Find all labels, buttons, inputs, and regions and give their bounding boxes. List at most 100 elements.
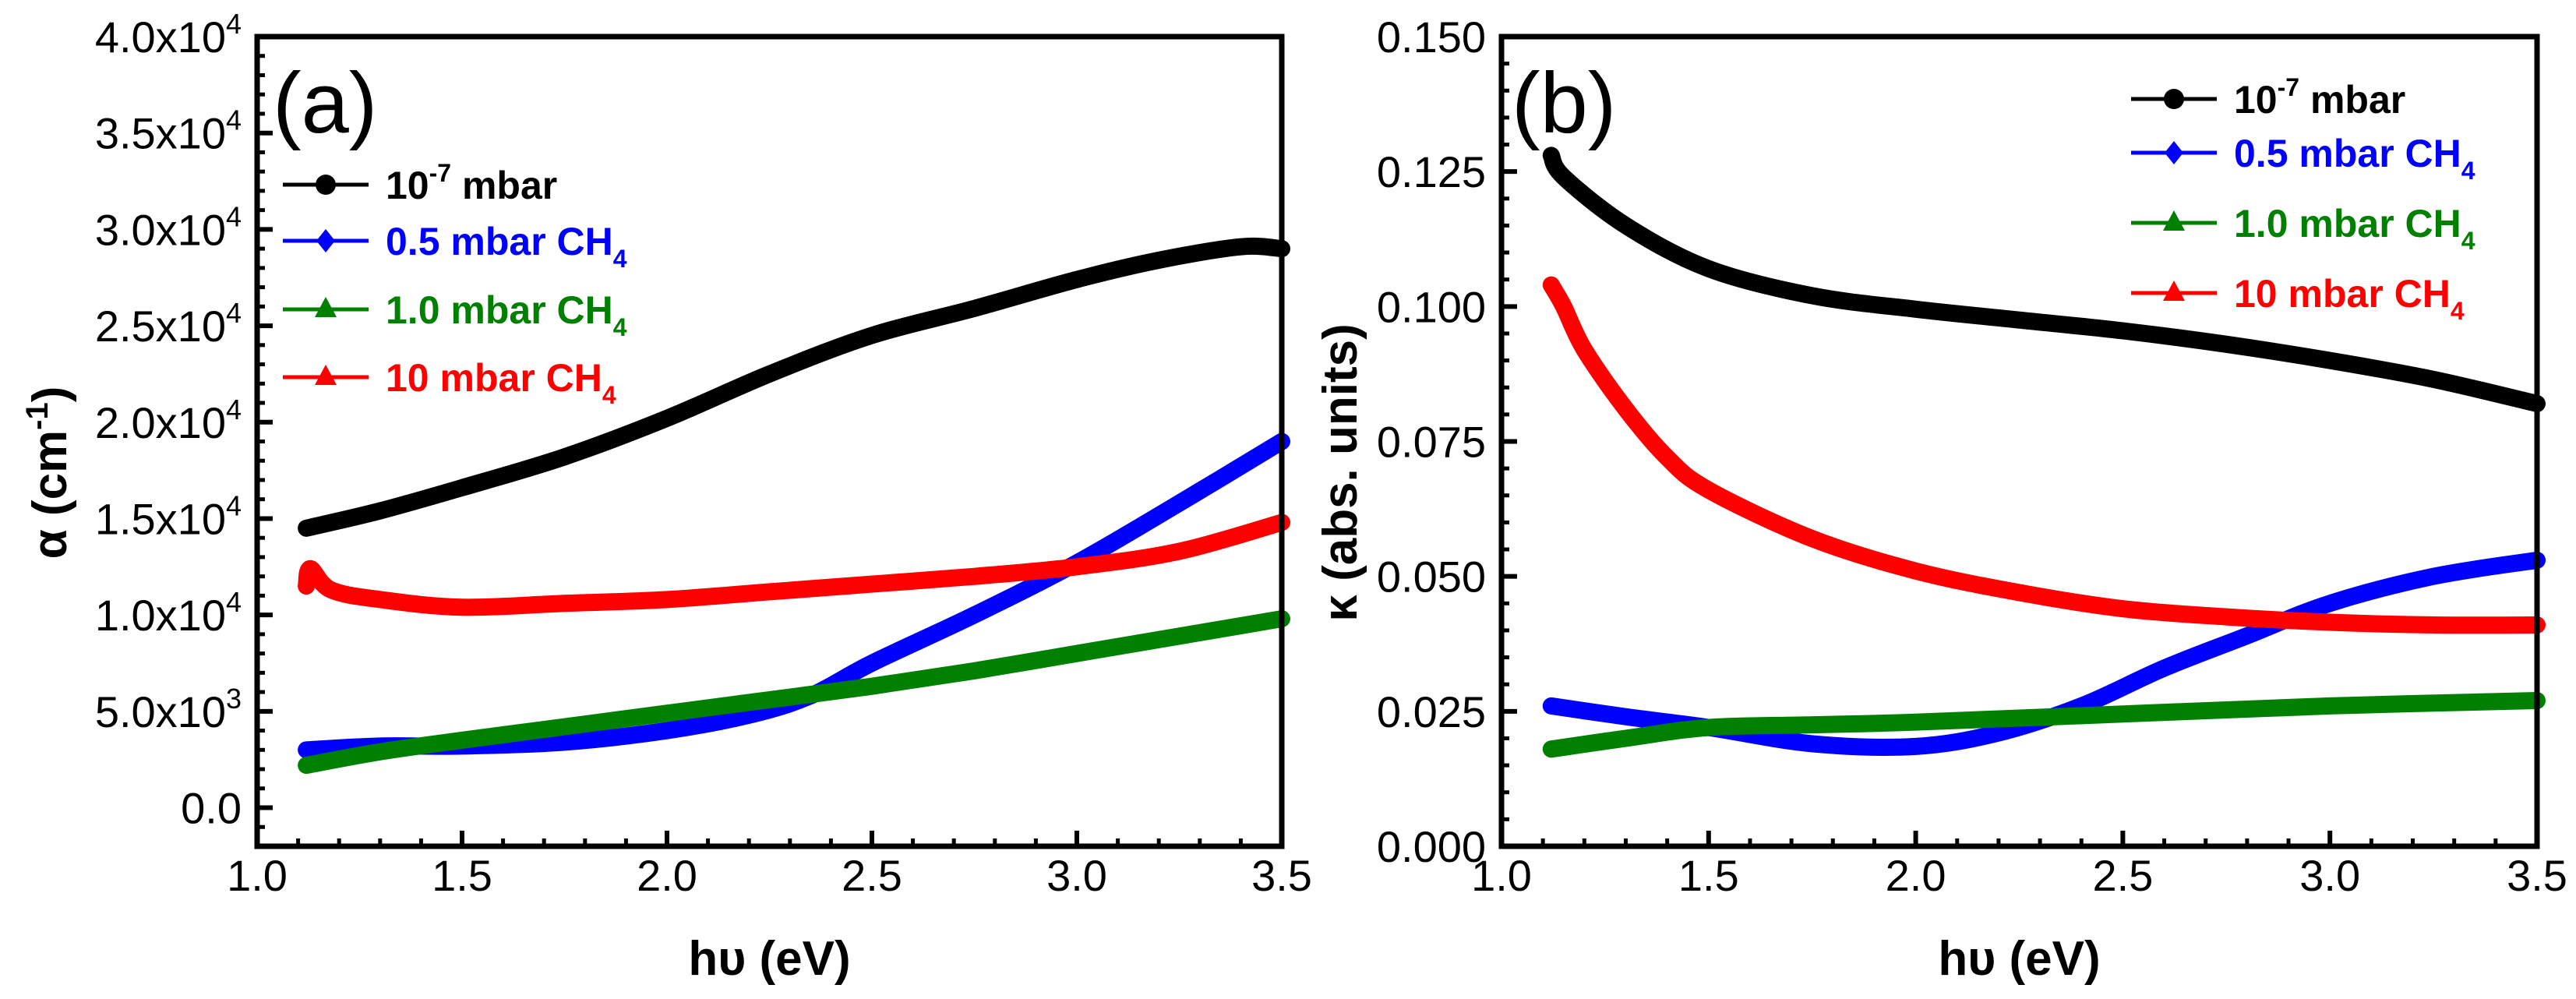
- legend-label: 10 mbar CH4: [386, 356, 616, 409]
- x-tick-label: 2.0: [637, 851, 697, 900]
- legend-item-1: 0.5 mbar CH4: [2131, 132, 2475, 185]
- y-title-superscript: -1: [20, 402, 55, 430]
- legend-item-0: 10-7 mbar: [283, 159, 557, 207]
- x-tick-label: 1.0: [227, 851, 288, 900]
- y-tick-base: 2.0x10: [95, 398, 226, 447]
- legend-label: 1.0 mbar CH4: [2234, 202, 2475, 255]
- legend-text: 10 mbar CH: [2234, 272, 2451, 316]
- y-tick-exponent: 4: [226, 104, 242, 136]
- diamond-marker-icon: [316, 229, 335, 252]
- legend-item-3: 10 mbar CH4: [2131, 272, 2465, 325]
- series-line-3: [298, 514, 1290, 616]
- y-tick-label: 0.050: [1377, 552, 1486, 602]
- panel-label: (a): [273, 55, 377, 151]
- panel-label: (b): [1512, 55, 1616, 151]
- y-tick-exponent: 4: [226, 200, 242, 232]
- legend-text: 10: [2234, 78, 2278, 122]
- legend-label: 10-7 mbar: [2234, 73, 2405, 122]
- x-tick-label: 3.0: [2299, 851, 2360, 900]
- legend-text: 10: [386, 164, 429, 207]
- y-tick-label: 0.025: [1377, 687, 1486, 736]
- y-tick-base: 0.150: [1377, 12, 1486, 62]
- legend-text-end: mbar: [451, 164, 557, 207]
- y-title-text: κ (abs. units): [1314, 323, 1367, 621]
- legend-label: 10-7 mbar: [386, 159, 557, 207]
- y-tick-base: 4.0x10: [95, 12, 226, 62]
- y-tick-exponent: 4: [226, 489, 242, 521]
- y-tick-base: 2.5x10: [95, 302, 226, 351]
- series-line-0: [298, 237, 1290, 537]
- y-tick-label: 0.150: [1377, 12, 1486, 62]
- y-tick-label: 0.075: [1377, 418, 1486, 467]
- legend-subscript: 4: [613, 313, 627, 341]
- y-tick-base: 0.100: [1377, 282, 1486, 331]
- y-tick-base: 0.050: [1377, 552, 1486, 602]
- y-tick-exponent: 3: [226, 683, 242, 715]
- y-title-text: α (cm: [23, 430, 77, 560]
- x-tick-label: 1.5: [432, 851, 492, 900]
- legend-subscript: 4: [2461, 227, 2475, 255]
- diamond-marker-icon: [2165, 141, 2183, 164]
- y-tick-exponent: 4: [226, 8, 242, 40]
- legend-text: 0.5 mbar CH: [386, 220, 613, 263]
- y-tick-base: 0.0: [181, 784, 242, 833]
- y-axis-title: α (cm-1): [20, 387, 77, 560]
- x-tick-label: 3.5: [1251, 851, 1312, 900]
- series-line-2: [1542, 691, 2546, 758]
- series-line-3: [1542, 276, 2546, 634]
- x-tick-label: 1.0: [1471, 851, 1532, 900]
- x-tick-label: 3.5: [2507, 851, 2567, 900]
- x-tick-label: 3.0: [1046, 851, 1107, 900]
- y-tick-exponent: 4: [226, 586, 242, 618]
- y-tick-label: 2.0x104: [95, 394, 242, 447]
- triangle-marker-icon: [315, 365, 337, 385]
- x-axis-title: hυ (eV): [688, 932, 850, 986]
- panel-a: 1.0 1.5 2.0 2.5 3.0 3.50.05.0x1031.0x1041.5x1…: [20, 8, 1312, 986]
- y-tick-base: 0.000: [1377, 822, 1486, 871]
- circle-marker-icon: [2164, 89, 2184, 109]
- panel-b: 1.0 1.5 2.0 2.5 3.0 3.5 0.000 0.025 0.050 0.075 0.…: [1314, 12, 2567, 986]
- legend-text-end: mbar: [2299, 78, 2405, 122]
- y-tick-base: 0.025: [1377, 687, 1486, 736]
- y-tick-label: 2.5x104: [95, 297, 242, 351]
- y-tick-base: 5.0x10: [95, 687, 226, 736]
- triangle-marker-icon: [2163, 210, 2185, 231]
- legend-item-1: 0.5 mbar CH4: [283, 220, 627, 273]
- triangle-marker-icon: [315, 297, 337, 317]
- x-tick-label: 2.0: [1886, 851, 1946, 900]
- y-tick-label: 0.0: [181, 784, 242, 833]
- legend-item-2: 1.0 mbar CH4: [283, 288, 627, 341]
- y-tick-label: 4.0x104: [95, 8, 242, 62]
- y-title-text-end: ): [23, 387, 77, 403]
- series-line-0: [1542, 146, 2546, 413]
- legend-item-2: 1.0 mbar CH4: [2131, 202, 2475, 255]
- legend-subscript: 4: [602, 381, 616, 409]
- x-tick-label: 1.5: [1678, 851, 1739, 900]
- y-tick-base: 3.5x10: [95, 109, 226, 158]
- legend-text: 1.0 mbar CH: [386, 288, 613, 332]
- y-tick-label: 0.125: [1377, 147, 1486, 196]
- y-tick-label: 3.0x104: [95, 200, 242, 254]
- legend-text: 1.0 mbar CH: [2234, 202, 2461, 245]
- legend-superscript: -7: [2278, 73, 2299, 101]
- y-tick-label: 1.0x104: [95, 586, 242, 640]
- y-tick-exponent: 4: [226, 297, 242, 329]
- legend-item-0: 10-7 mbar: [2131, 73, 2405, 122]
- legend-label: 1.0 mbar CH4: [386, 288, 627, 341]
- legend-label: 10 mbar CH4: [2234, 272, 2465, 325]
- legend-subscript: 4: [2451, 297, 2465, 325]
- legend-text: 0.5 mbar CH: [2234, 132, 2461, 175]
- triangle-marker-icon: [2163, 281, 2185, 301]
- legend-text: 10 mbar CH: [386, 356, 602, 400]
- x-tick-label: 2.5: [842, 851, 902, 900]
- y-tick-exponent: 4: [226, 394, 242, 425]
- legend-subscript: 4: [2461, 157, 2475, 185]
- plot-frame: [254, 34, 1285, 849]
- legend-superscript: -7: [429, 159, 451, 187]
- y-tick-label: 1.5x104: [95, 489, 242, 543]
- x-axis-title: hυ (eV): [1938, 932, 2100, 986]
- y-axis-title: κ (abs. units): [1314, 323, 1367, 621]
- circle-marker-icon: [316, 175, 336, 195]
- y-tick-base: 1.0x10: [95, 591, 226, 640]
